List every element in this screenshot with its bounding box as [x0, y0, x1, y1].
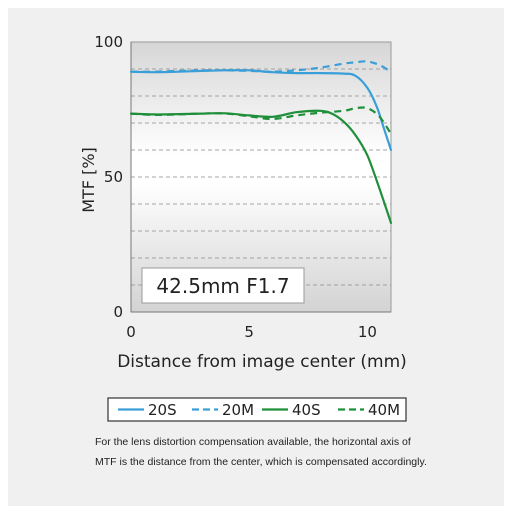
series-line-20m	[130, 60, 392, 73]
legend: 20S 20M 40S 40M	[107, 397, 407, 422]
series-lines	[129, 60, 393, 224]
legend-box	[107, 397, 407, 422]
x-tick-label: 0	[126, 323, 136, 341]
x-tick-labels: 0 5 10	[126, 323, 377, 341]
lens-annotation-text: 42.5mm F1.7	[156, 274, 289, 298]
y-tick-labels: 0 50 100	[94, 33, 123, 321]
legend-label-20m: 20M	[222, 401, 254, 419]
y-tick-label: 0	[113, 303, 123, 321]
y-tick-label: 100	[94, 33, 123, 51]
x-tick-label: 10	[358, 323, 377, 341]
x-tick-label: 5	[244, 323, 254, 341]
lens-annotation-box: 42.5mm F1.7	[141, 267, 305, 304]
footnote-line-2: MTF is the distance from the center, whi…	[95, 456, 427, 468]
mtf-chart: 0 50 100 0 5 10 MTF [%] Distance from image …	[79, 33, 407, 422]
legend-label-40m: 40M	[368, 401, 400, 419]
footnote-line-1: For the lens distortion compensation ava…	[95, 436, 411, 448]
legend-label-40s: 40S	[292, 401, 321, 419]
footnote: For the lens distortion compensation ava…	[95, 432, 495, 472]
page-background: 0 50 100 0 5 10 MTF [%] Distance from image …	[8, 8, 504, 506]
y-tick-label: 50	[104, 168, 123, 186]
series-line-40m	[130, 106, 392, 135]
x-axis-label: Distance from image center (mm)	[117, 352, 407, 372]
y-axis-label: MTF [%]	[79, 147, 98, 213]
legend-label-20s: 20S	[148, 401, 177, 419]
